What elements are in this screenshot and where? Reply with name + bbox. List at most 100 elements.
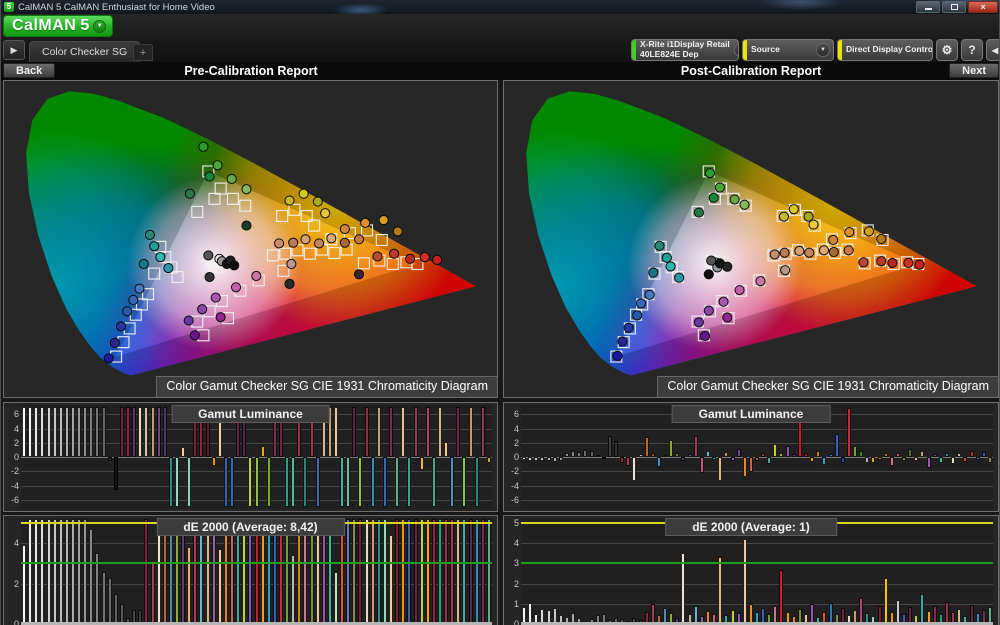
calman-logo[interactable]: CalMAN 5 ▼: [3, 15, 114, 37]
bar: [327, 407, 332, 457]
bar: [70, 519, 75, 624]
bar: [144, 407, 149, 457]
bar: [779, 569, 784, 624]
bar: [474, 519, 479, 624]
bar: [945, 452, 950, 457]
measurement-circle-marker: [134, 283, 145, 294]
bar: [22, 407, 27, 457]
close-button[interactable]: ×: [968, 1, 998, 13]
bar: [34, 407, 39, 457]
target-square-marker: [277, 264, 290, 277]
measurement-circle-marker: [339, 237, 350, 248]
bar: [540, 457, 545, 461]
tab-bar: ▶ Color Checker SG + X-Rite i1Display Re…: [1, 38, 999, 62]
bar: [138, 407, 143, 457]
display-control-dropdown-label: Direct Display Control: [846, 44, 933, 55]
y-tick-label: 2: [513, 578, 519, 589]
measurement-circle-marker: [320, 208, 331, 219]
y-tick-label: 4: [513, 538, 519, 549]
measurement-circle-marker: [734, 284, 745, 296]
measurement-circle-marker: [644, 289, 655, 300]
y-tick-label: 6: [513, 409, 519, 420]
measurement-circle-marker: [405, 253, 416, 264]
measurement-circle-marker: [708, 192, 719, 203]
measurement-circle-marker: [808, 219, 819, 230]
measurement-circle-marker: [378, 215, 389, 226]
read-continuous-button[interactable]: ▶: [3, 40, 25, 60]
source-dropdown-label: Source: [751, 44, 780, 55]
source-status-indicator: [743, 40, 747, 60]
back-button[interactable]: Back: [3, 63, 56, 78]
bar: [486, 457, 491, 463]
measurement-circle-marker: [794, 245, 805, 257]
bar: [589, 451, 594, 457]
bar: [895, 599, 900, 624]
bar: [957, 453, 962, 457]
bar: [859, 451, 864, 457]
bar: [358, 519, 363, 624]
bar: [376, 407, 381, 457]
gridline: [521, 543, 993, 545]
source-dropdown[interactable]: Source ▼: [742, 39, 834, 61]
bar: [370, 519, 375, 624]
minimize-button[interactable]: [916, 1, 940, 13]
display-control-dropdown[interactable]: Direct Display Control ▼: [837, 39, 933, 61]
measurement-circle-marker: [419, 252, 430, 263]
measurement-circle-marker: [887, 257, 898, 269]
bar: [656, 457, 661, 467]
collapse-panel-button[interactable]: ◀: [986, 39, 999, 61]
bar: [58, 519, 63, 624]
chevron-down-icon: ▼: [96, 23, 103, 29]
bar: [822, 457, 827, 465]
y-tick-label: 4: [13, 538, 19, 549]
reference-line: [521, 562, 993, 565]
target-square-marker: [214, 182, 227, 195]
target-square-marker: [411, 257, 424, 271]
bar: [107, 457, 112, 461]
play-icon: ▶: [10, 44, 18, 55]
bar: [742, 539, 747, 624]
bar: [650, 603, 655, 624]
target-square-marker: [266, 249, 279, 262]
bar: [248, 457, 253, 507]
bar: [773, 443, 778, 457]
bar: [865, 457, 870, 464]
cie-chromaticity-svg: [26, 91, 476, 376]
logo-bar: CalMAN 5 ▼: [1, 14, 999, 38]
measurement-circle-marker: [623, 322, 634, 333]
bar: [407, 457, 412, 507]
settings-button[interactable]: ⚙: [936, 39, 958, 61]
measurement-circle-marker: [163, 263, 174, 274]
display-control-status-indicator: [838, 40, 842, 60]
bar: [468, 519, 473, 624]
measurement-circle-marker: [729, 194, 740, 205]
bar: [28, 519, 33, 624]
measurement-circle-marker: [198, 141, 209, 152]
measurement-circle-marker: [635, 298, 647, 309]
tab-color-checker-sg[interactable]: Color Checker SG: [29, 41, 141, 62]
bar: [407, 519, 412, 624]
bar: [431, 457, 436, 507]
next-button[interactable]: Next: [949, 63, 999, 78]
measurement-circle-marker: [339, 223, 350, 235]
logo-menu-button[interactable]: ▼: [93, 19, 107, 33]
bar: [951, 457, 956, 465]
bar: [828, 602, 833, 624]
bar: [291, 457, 296, 507]
restore-button[interactable]: [942, 1, 966, 13]
bar: [83, 407, 88, 457]
bar: [755, 457, 759, 462]
bar: [669, 439, 674, 457]
measurement-circle-marker: [155, 252, 166, 263]
bar: [382, 457, 387, 507]
measurement-circle-marker: [739, 199, 750, 210]
add-tab-button[interactable]: +: [133, 44, 153, 61]
measurement-circle-marker: [780, 265, 791, 276]
measurement-circle-marker: [804, 247, 815, 258]
bar: [987, 457, 992, 464]
measurement-circle-marker: [693, 317, 704, 328]
measurement-circle-marker: [286, 258, 297, 270]
help-button[interactable]: ?: [961, 39, 983, 61]
bar: [419, 519, 424, 624]
